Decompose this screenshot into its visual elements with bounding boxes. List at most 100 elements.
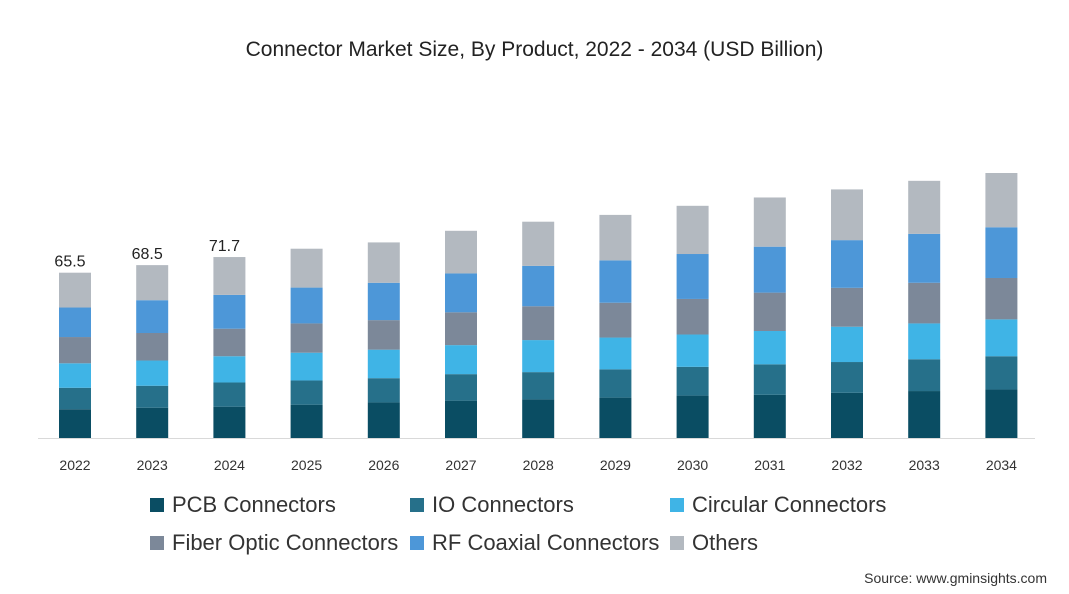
- bar-2022-io-connectors: [59, 387, 91, 410]
- bar-2026-io-connectors: [367, 378, 400, 403]
- bar-2034-rf-coaxial-connectors: [985, 227, 1018, 278]
- bar-2025-pcb-connectors: [290, 404, 323, 438]
- bar-2031-fiber-optic-connectors: [753, 292, 786, 331]
- bar-2030-others: [676, 205, 709, 255]
- bar-2033-io-connectors: [908, 359, 941, 392]
- bar-2031-others: [753, 197, 786, 247]
- bar-2032-others: [831, 189, 863, 241]
- legend-swatch-others: [670, 536, 684, 550]
- chart-title: Connector Market Size, By Product, 2022 …: [245, 38, 824, 61]
- bar-2026-fiber-optic-connectors: [367, 320, 400, 350]
- x-tick-label-2027: 2027: [445, 457, 476, 473]
- bar-2027-rf-coaxial-connectors: [445, 273, 477, 313]
- bar-2024-io-connectors: [213, 382, 246, 407]
- legend-label-rf: RF Coaxial Connectors: [432, 530, 660, 555]
- bar-2032-io-connectors: [831, 362, 863, 393]
- bar-2026-others: [367, 242, 400, 283]
- legend-item-fiber: Fiber Optic Connectors: [150, 530, 410, 556]
- x-tick-label-2022: 2022: [59, 457, 90, 473]
- bar-2026-circular-connectors: [367, 349, 400, 379]
- bar-2023-fiber-optic-connectors: [136, 333, 169, 361]
- legend-item-circular: Circular Connectors: [670, 492, 886, 518]
- legend-swatch-io: [410, 498, 424, 512]
- bar-2027-fiber-optic-connectors: [445, 312, 477, 346]
- bar-2029-rf-coaxial-connectors: [599, 260, 632, 303]
- bar-2023-io-connectors: [136, 385, 169, 408]
- x-tick-label-2028: 2028: [523, 457, 554, 473]
- bar-2022-circular-connectors: [59, 363, 91, 388]
- bar-2025-circular-connectors: [290, 352, 323, 381]
- bar-2028-circular-connectors: [522, 340, 555, 373]
- bar-2028-others: [522, 221, 555, 266]
- bar-2031-pcb-connectors: [753, 394, 786, 438]
- bar-2025-fiber-optic-connectors: [290, 323, 323, 353]
- bar-2024-fiber-optic-connectors: [213, 328, 246, 357]
- legend-label-fiber: Fiber Optic Connectors: [172, 530, 399, 555]
- legend-swatch-circular: [670, 498, 684, 512]
- total-label-2023: 68.5: [132, 246, 163, 263]
- bar-2033-rf-coaxial-connectors: [908, 233, 941, 283]
- source-note: Source: www.gminsights.com: [864, 570, 1047, 586]
- x-tick-label-2031: 2031: [754, 457, 785, 473]
- bar-2030-fiber-optic-connectors: [676, 298, 709, 335]
- bar-2024-others: [213, 257, 246, 295]
- legend-label-circular: Circular Connectors: [692, 492, 887, 517]
- bar-2028-rf-coaxial-connectors: [522, 265, 555, 307]
- bar-2032-pcb-connectors: [831, 392, 863, 438]
- x-tick-label-2026: 2026: [368, 457, 399, 473]
- bar-2025-others: [290, 248, 323, 288]
- bar-2029-circular-connectors: [599, 337, 632, 370]
- x-tick-label-2023: 2023: [137, 457, 168, 473]
- bar-2022-rf-coaxial-connectors: [59, 307, 91, 338]
- bar-2027-others: [445, 230, 477, 274]
- legend-item-pcb: PCB Connectors: [150, 492, 410, 518]
- bar-2031-io-connectors: [753, 364, 786, 395]
- bar-2032-rf-coaxial-connectors: [831, 240, 863, 288]
- bar-2030-pcb-connectors: [676, 395, 709, 438]
- bar-2034-io-connectors: [985, 356, 1018, 390]
- bar-2028-io-connectors: [522, 372, 555, 400]
- legend: PCB Connectors IO Connectors Circular Co…: [150, 486, 910, 562]
- bar-2024-circular-connectors: [213, 356, 246, 383]
- x-tick-label-2032: 2032: [831, 457, 862, 473]
- bar-2029-others: [599, 214, 632, 261]
- bar-2025-rf-coaxial-connectors: [290, 287, 323, 324]
- bar-2022-fiber-optic-connectors: [59, 337, 91, 364]
- bar-2026-pcb-connectors: [367, 402, 400, 438]
- x-tick-label-2024: 2024: [214, 457, 245, 473]
- bar-2022-others: [59, 272, 91, 308]
- bar-2029-pcb-connectors: [599, 397, 632, 438]
- bar-2028-fiber-optic-connectors: [522, 306, 555, 341]
- legend-item-io: IO Connectors: [410, 492, 670, 518]
- bar-2030-circular-connectors: [676, 334, 709, 367]
- legend-row-2: Fiber Optic Connectors RF Coaxial Connec…: [150, 524, 910, 562]
- x-tick-label-2033: 2033: [909, 457, 940, 473]
- x-tick-label-2030: 2030: [677, 457, 708, 473]
- bar-2023-rf-coaxial-connectors: [136, 300, 169, 334]
- bar-2033-circular-connectors: [908, 323, 941, 360]
- x-tick-label-2029: 2029: [600, 457, 631, 473]
- bar-2023-pcb-connectors: [136, 407, 169, 438]
- bar-2031-rf-coaxial-connectors: [753, 246, 786, 293]
- total-label-2022: 65.5: [54, 254, 85, 271]
- bar-2033-others: [908, 180, 941, 234]
- legend-label-io: IO Connectors: [432, 492, 574, 517]
- bar-2022-pcb-connectors: [59, 409, 91, 438]
- chart-plot: 2022 65.5 2023 68.5 2024 71.7 2025 2026 2027 2028…: [38, 173, 1035, 473]
- bar-2027-circular-connectors: [445, 345, 477, 375]
- bar-2027-io-connectors: [445, 374, 477, 401]
- bar-2034-others: [985, 173, 1018, 228]
- total-label-2024: 71.7: [209, 238, 240, 255]
- legend-row-1: PCB Connectors IO Connectors Circular Co…: [150, 486, 910, 524]
- bar-2028-pcb-connectors: [522, 399, 555, 438]
- bar-2024-rf-coaxial-connectors: [213, 294, 246, 329]
- bar-2029-io-connectors: [599, 369, 632, 398]
- bar-2027-pcb-connectors: [445, 400, 477, 438]
- bar-2033-fiber-optic-connectors: [908, 282, 941, 324]
- bar-2024-pcb-connectors: [213, 406, 246, 438]
- legend-swatch-rf: [410, 536, 424, 550]
- x-tick-label-2025: 2025: [291, 457, 322, 473]
- legend-item-others: Others: [670, 530, 758, 556]
- bar-2032-fiber-optic-connectors: [831, 287, 863, 327]
- legend-label-others: Others: [692, 530, 759, 555]
